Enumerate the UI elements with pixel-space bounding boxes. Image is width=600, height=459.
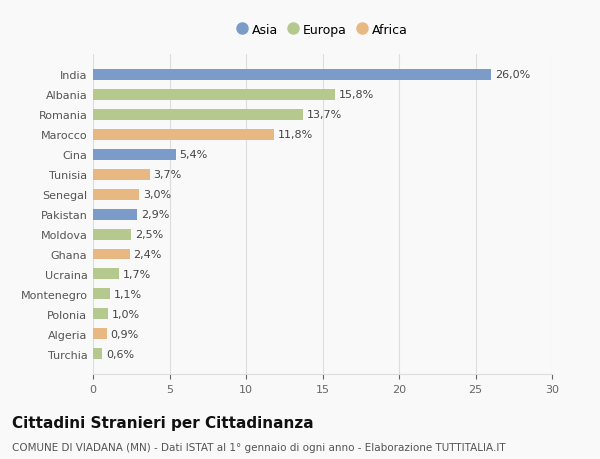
Bar	[93, 269, 119, 280]
Bar	[93, 189, 139, 200]
Bar	[93, 109, 302, 120]
Bar	[93, 329, 107, 340]
Bar	[93, 249, 130, 260]
Bar	[93, 289, 110, 300]
Text: 1,7%: 1,7%	[123, 269, 151, 280]
Text: 11,8%: 11,8%	[277, 130, 313, 140]
Bar	[93, 169, 149, 180]
Text: 26,0%: 26,0%	[494, 70, 530, 80]
Text: Cittadini Stranieri per Cittadinanza: Cittadini Stranieri per Cittadinanza	[12, 415, 314, 431]
Bar	[93, 209, 137, 220]
Bar	[93, 229, 131, 240]
Text: 2,4%: 2,4%	[134, 249, 162, 259]
Text: 3,0%: 3,0%	[143, 190, 171, 200]
Text: 3,7%: 3,7%	[154, 170, 182, 180]
Text: COMUNE DI VIADANA (MN) - Dati ISTAT al 1° gennaio di ogni anno - Elaborazione TU: COMUNE DI VIADANA (MN) - Dati ISTAT al 1…	[12, 442, 506, 452]
Legend: Asia, Europa, Africa: Asia, Europa, Africa	[233, 20, 412, 40]
Text: 5,4%: 5,4%	[179, 150, 208, 160]
Bar	[93, 309, 108, 320]
Text: 15,8%: 15,8%	[338, 90, 374, 100]
Text: 0,6%: 0,6%	[106, 349, 134, 359]
Text: 1,0%: 1,0%	[112, 309, 140, 319]
Bar	[93, 149, 176, 160]
Bar	[93, 70, 491, 80]
Text: 2,5%: 2,5%	[135, 230, 163, 240]
Bar	[93, 129, 274, 140]
Text: 13,7%: 13,7%	[307, 110, 341, 120]
Text: 2,9%: 2,9%	[141, 210, 170, 219]
Bar	[93, 90, 335, 101]
Text: 0,9%: 0,9%	[110, 329, 139, 339]
Text: 1,1%: 1,1%	[113, 289, 142, 299]
Bar	[93, 349, 102, 359]
